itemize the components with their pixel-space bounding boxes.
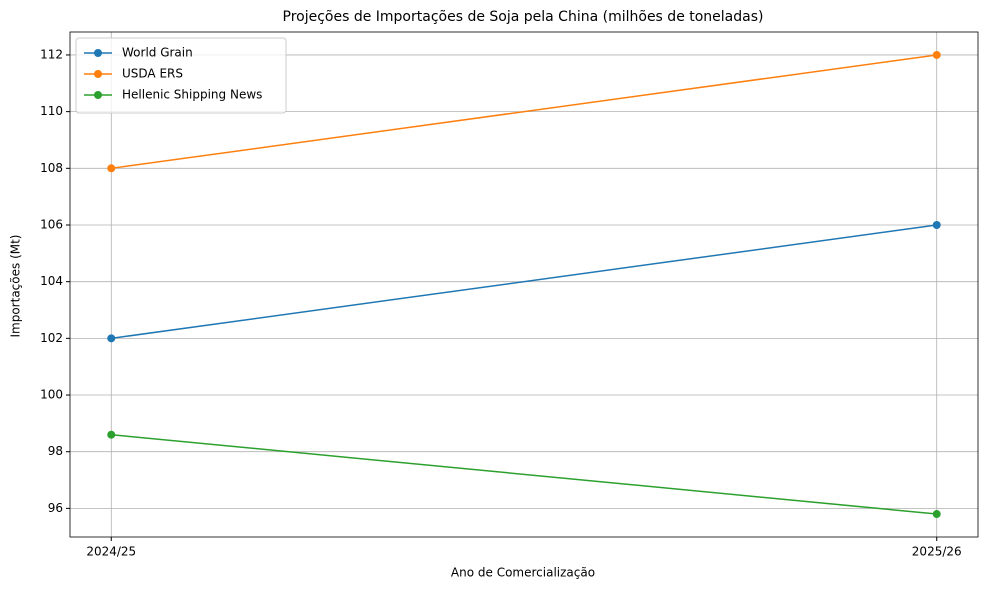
legend-marker xyxy=(94,91,102,99)
y-tick-label: 104 xyxy=(40,274,63,288)
legend-label: USDA ERS xyxy=(122,67,183,81)
y-axis-label: Importações (Mt) xyxy=(9,235,23,338)
point xyxy=(107,430,116,439)
series-line xyxy=(111,224,937,340)
point xyxy=(107,164,116,173)
chart-title: Projeções de Importações de Soja pela Ch… xyxy=(283,9,764,25)
x-axis-label: Ano de Comercialização xyxy=(451,566,595,580)
legend-label: World Grain xyxy=(122,46,193,60)
legend-box xyxy=(75,37,287,114)
legend-marker xyxy=(94,70,102,78)
x-tick-label: 2024/25 xyxy=(86,545,136,559)
y-tick-label: 100 xyxy=(40,388,63,402)
y-tick-label: 108 xyxy=(40,161,63,175)
point xyxy=(107,334,116,343)
legend-marker xyxy=(94,49,102,57)
series-line xyxy=(111,433,937,515)
series-line xyxy=(111,54,937,170)
point xyxy=(932,510,941,519)
legend-label: Hellenic Shipping News xyxy=(122,88,262,102)
point xyxy=(932,50,941,59)
y-tick-label: 98 xyxy=(48,444,63,458)
y-tick-label: 106 xyxy=(40,217,63,231)
y-tick-label: 112 xyxy=(40,47,63,61)
x-tick-label: 2025/26 xyxy=(912,545,962,559)
plot-frame xyxy=(69,31,979,538)
y-tick-label: 110 xyxy=(40,104,63,118)
y-tick-label: 102 xyxy=(40,331,63,345)
y-tick-label: 96 xyxy=(48,501,63,515)
point xyxy=(932,220,941,229)
